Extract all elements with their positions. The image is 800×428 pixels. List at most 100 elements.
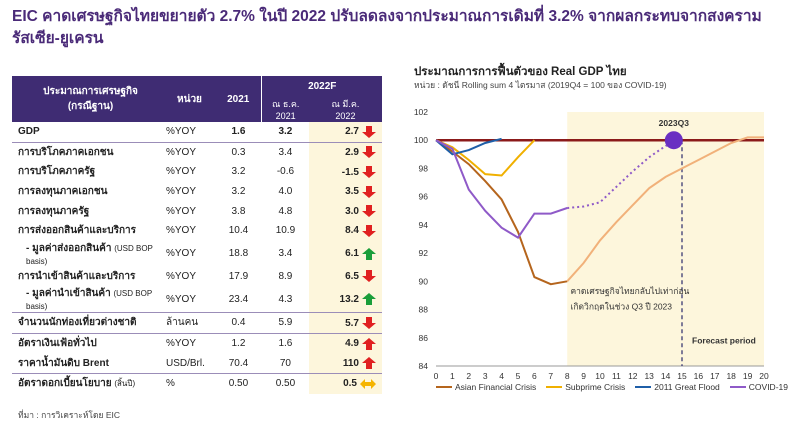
value-mar-cell: -1.5 [308, 162, 382, 182]
up-arrow-icon [362, 293, 376, 306]
annotation-line-1: คาดเศรษฐกิจไทยกลับไปเท่าก่อน [570, 286, 689, 297]
table-row: - มูลค่านำเข้าสินค้า (USD BOP basis) %YO… [12, 286, 382, 313]
legend-item: Subprime Crisis [546, 382, 625, 392]
x-tick-label: 10 [595, 371, 605, 380]
legend-swatch [635, 385, 652, 389]
unit-cell: %YOY [166, 270, 197, 282]
y-tick-label: 92 [419, 248, 429, 258]
y-tick-label: 88 [419, 305, 429, 315]
value-mar-cell: 4.9 [308, 332, 382, 354]
table-row: จำนวนนักท่องเที่ยวต่างชาติ ล้านคน 0.4 5.… [12, 312, 382, 334]
y-tick-label: 98 [419, 163, 429, 173]
year-2021-header: 2021 [214, 76, 262, 122]
value-2021-cell: 23.4 [228, 293, 249, 305]
x-tick-label: 15 [677, 371, 687, 380]
value-dec-cell: 3.4 [278, 248, 293, 260]
indicator-name: - มูลค่านำเข้าสินค้า (USD BOP basis) [12, 286, 164, 313]
milestone-label: 2023Q3 [659, 118, 690, 128]
indicator-label: อัตราเงินเฟ้อทั่วไป [18, 338, 97, 350]
value-dec-cell: 10.9 [275, 225, 296, 237]
left-right-arrow-icon [360, 378, 376, 389]
unit-cell: %YOY [166, 126, 197, 138]
table-row: GDP %YOY 1.6 3.2 2.7 [12, 122, 382, 143]
legend-item: COVID-19 [729, 382, 788, 392]
value-2021-cell: 18.8 [228, 248, 249, 260]
table-row: การลงทุนภาคเอกชน %YOY 3.2 4.0 3.5 [12, 181, 382, 202]
legend-label: COVID-19 [748, 382, 788, 392]
value-mar: 0.5 [343, 378, 357, 390]
unit-cell: ล้านคน [164, 312, 215, 334]
x-tick-label: 16 [694, 371, 704, 380]
unit-cell: %YOY [166, 248, 197, 260]
y-tick-label: 94 [419, 220, 429, 230]
value-dec-cell: 70 [279, 357, 291, 369]
value-dec-cell: -0.6 [276, 166, 295, 178]
indicator-label: ราคาน้ำมันดิบ Brent [18, 357, 109, 369]
series-line-5 [566, 136, 764, 282]
down-arrow-icon [362, 146, 376, 159]
annotation-line-2: เกิดวิกฤตในช่วง Q3 ปี 2023 [570, 302, 672, 312]
forecast-period-label: Forecast period [692, 335, 756, 345]
value-dec-cell: 4.0 [278, 186, 293, 198]
value-mar: 5.7 [345, 317, 359, 329]
unit-cell: %YOY [166, 225, 197, 237]
chart-title: ประมาณการการฟื้นตัวของ Real GDP ไทย [414, 66, 627, 78]
y-tick-label: 100 [414, 135, 428, 145]
indicator-name: อัตราเงินเฟ้อทั่วไป [12, 332, 164, 354]
table-row: การบริโภคภาครัฐ %YOY 3.2 -0.6 -1.5 [12, 162, 382, 182]
value-2021-cell: 3.2 [231, 166, 246, 178]
indicator-label: การบริโภคภาครัฐ [18, 166, 96, 178]
x-tick-label: 6 [532, 371, 537, 380]
indicator-label: อัตราดอกเบี้ยนโยบาย [18, 378, 112, 390]
mar-header-year: 2022 [335, 111, 356, 121]
value-2021-cell: 0.4 [214, 312, 262, 334]
value-dec-cell: 5.9 [261, 312, 309, 334]
indicator-name: GDP [12, 122, 164, 142]
indicator-label: การบริโภคภาคเอกชน [18, 146, 114, 158]
table-row: อัตราดอกเบี้ยนโยบาย (สิ้นปี) % 0.50 0.50… [12, 372, 382, 394]
down-arrow-icon [362, 270, 376, 283]
series-line-0 [435, 139, 568, 286]
y-tick-label: 86 [419, 333, 429, 343]
unit-cell: %YOY [166, 166, 197, 178]
table-row: อัตราเงินเฟ้อทั่วไป %YOY 1.2 1.6 4.9 [12, 332, 382, 354]
value-mar-cell: 6.1 [308, 240, 382, 267]
chart-subtitle: หน่วย : ดัชนี Rolling sum 4 ไตรมาส (2019… [414, 80, 667, 90]
x-tick-label: 13 [644, 371, 654, 380]
legend-item: Asian Financial Crisis [436, 382, 536, 392]
dec-header: ณ ธ.ค. 2021 [261, 96, 309, 122]
indicator-label: จำนวนนักท่องเที่ยวต่างชาติ [18, 317, 137, 329]
source-note: ที่มา : การวิเคราะห์โดย EIC [18, 410, 121, 420]
indicator-name: ราคาน้ำมันดิบ Brent [12, 353, 164, 373]
down-arrow-icon [362, 125, 376, 138]
value-mar: -1.5 [341, 166, 359, 178]
value-2021-cell: 10.4 [228, 225, 249, 237]
x-tick-label: 17 [710, 371, 720, 380]
indicator-label: GDP [18, 126, 40, 138]
forecast-table: ประมาณการเศรษฐกิจ (กรณีฐาน) หน่วย 2021 2… [12, 76, 382, 394]
x-tick-label: 0 [434, 371, 439, 380]
series-line-2 [435, 137, 502, 156]
unit-cell: % [164, 372, 215, 394]
indicator-note: (USD BOP basis) [26, 289, 153, 312]
indicator-label: - มูลค่านำเข้าสินค้า [26, 288, 111, 300]
value-mar-cell: 8.4 [308, 220, 382, 241]
unit-cell: USD/Brl. [166, 357, 205, 369]
series-line-3 [435, 139, 568, 239]
indicator-name: อัตราดอกเบี้ยนโยบาย (สิ้นปี) [12, 372, 164, 394]
down-arrow-icon [362, 165, 376, 178]
value-mar-cell: 6.5 [308, 266, 382, 287]
value-mar: 110 [342, 357, 359, 369]
legend-label: Asian Financial Crisis [455, 382, 537, 392]
legend-label: Subprime Crisis [565, 382, 626, 392]
mar-header: ณ มี.ค. 2022 [308, 96, 382, 122]
indicator-label: การส่งออกสินค้าและบริการ [18, 225, 137, 237]
x-tick-label: 19 [743, 371, 753, 380]
value-mar: 3.5 [345, 186, 359, 198]
indicator-name: การนำเข้าสินค้าและบริการ [12, 267, 164, 287]
up-arrow-icon [362, 357, 376, 370]
indicator-label: การลงทุนภาคเอกชน [18, 186, 108, 198]
indicator-name: - มูลค่าส่งออกสินค้า (USD BOP basis) [12, 241, 164, 267]
table-row: - มูลค่าส่งออกสินค้า (USD BOP basis) %YO… [12, 240, 382, 267]
